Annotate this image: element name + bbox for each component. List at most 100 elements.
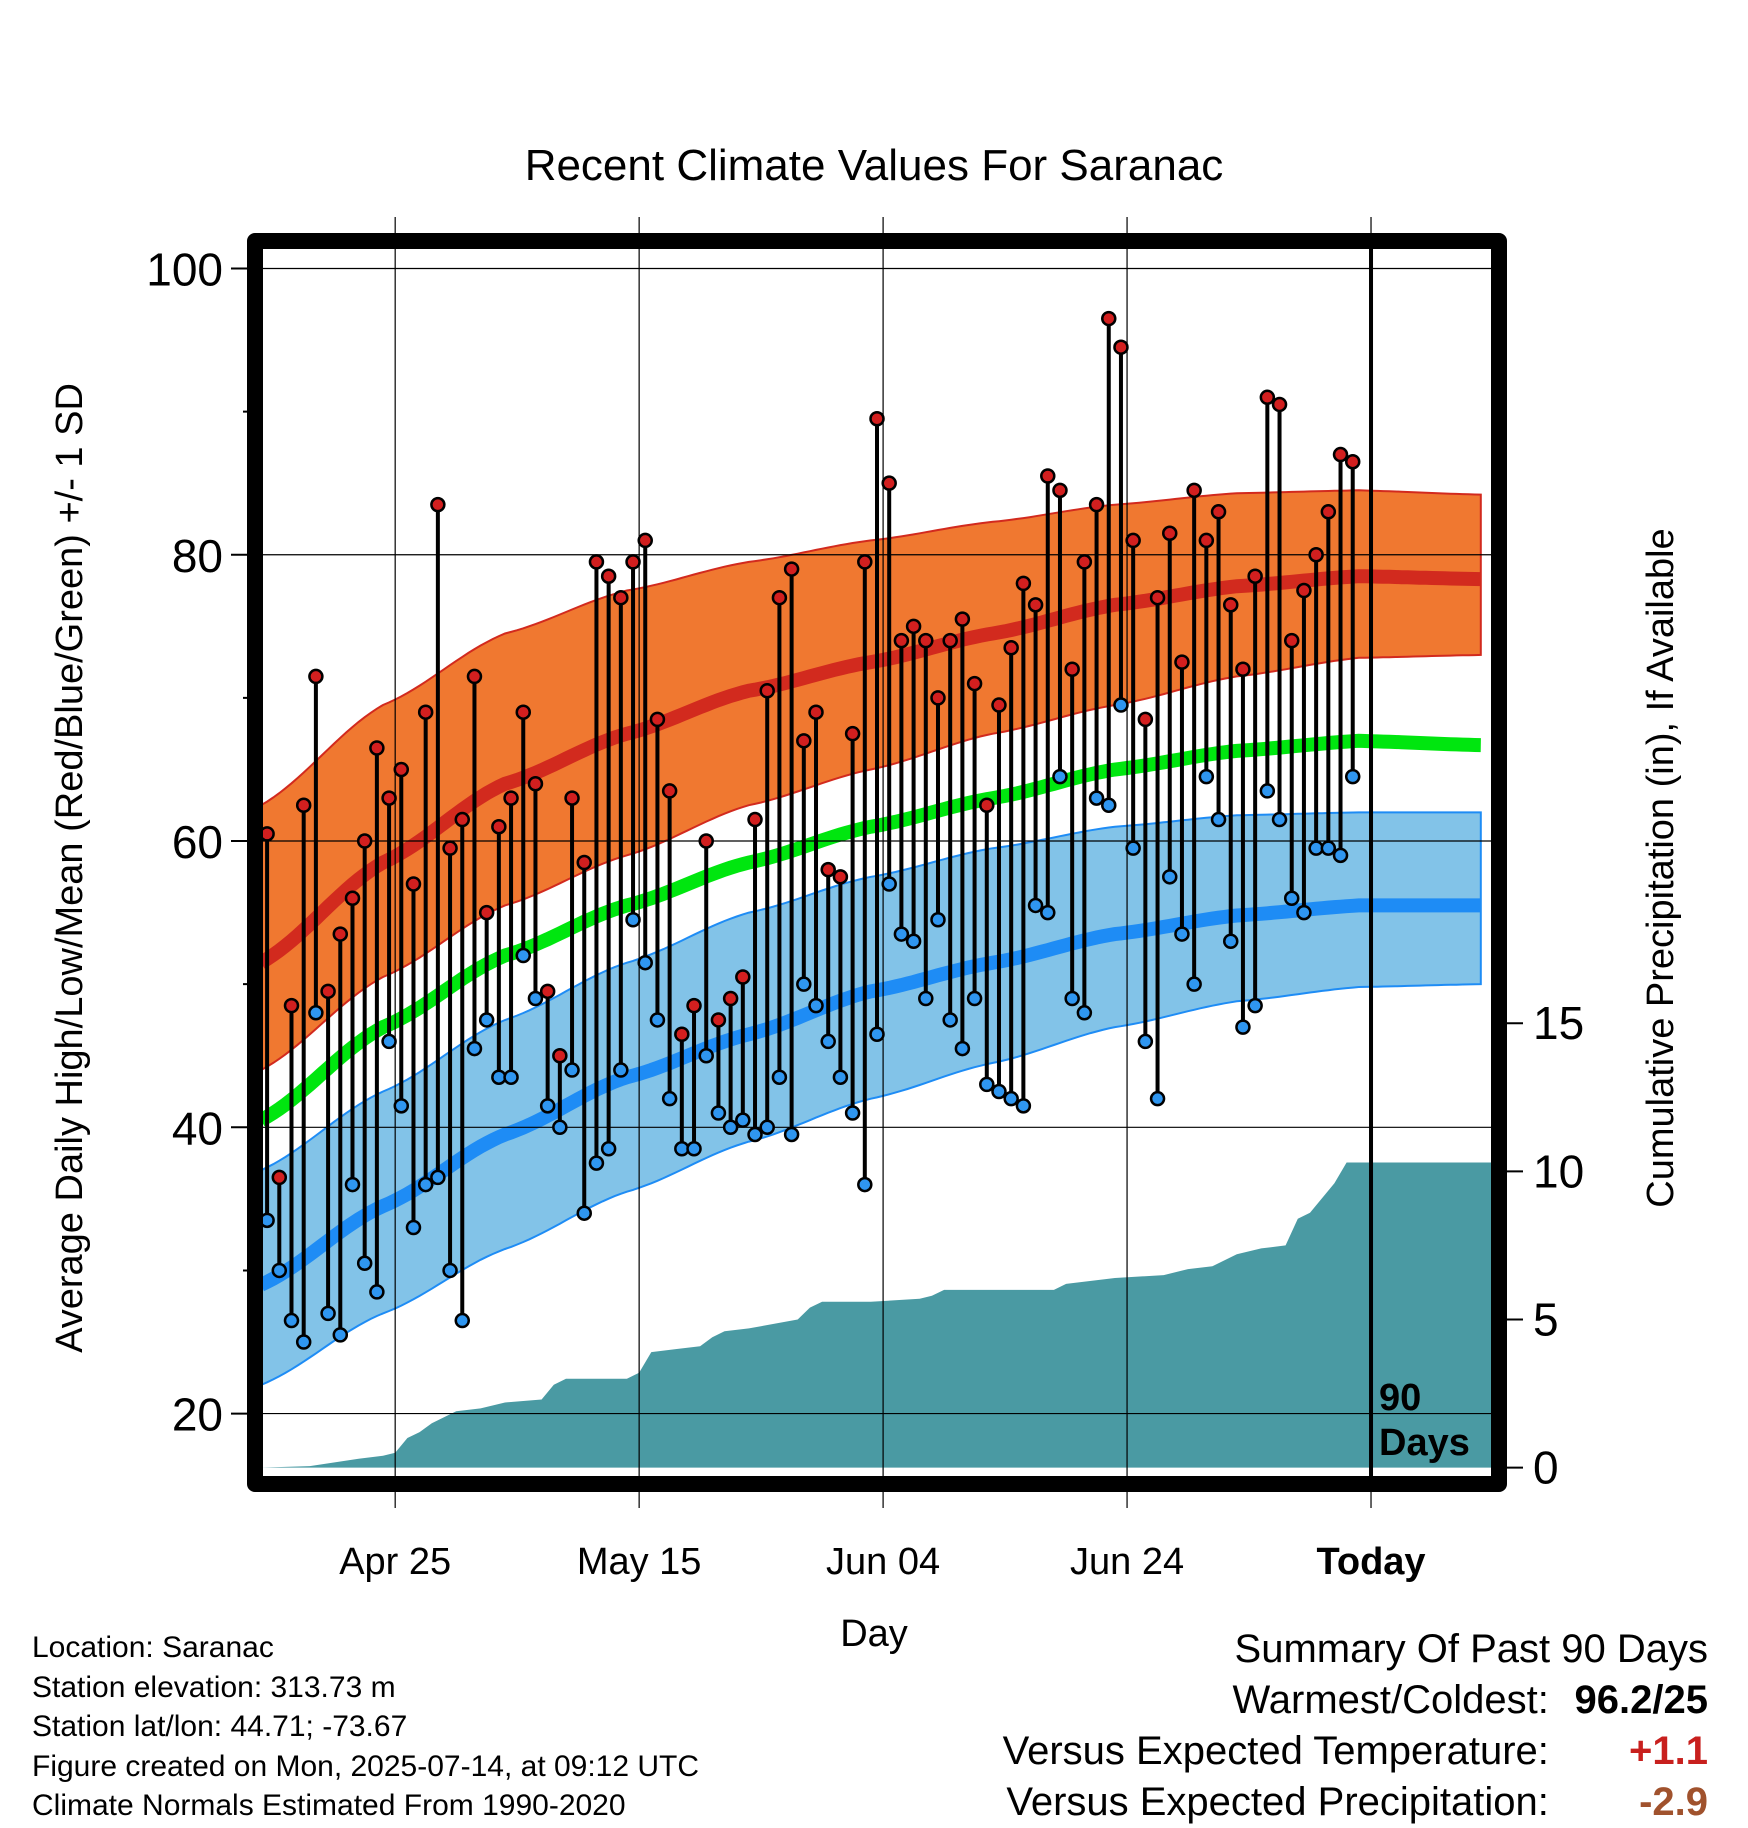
daily-high-point [1320, 504, 1337, 520]
daily-low-point [356, 1255, 373, 1272]
daily-high-point [442, 840, 458, 856]
daily-low-point [417, 1176, 434, 1193]
daily-high-point [991, 697, 1007, 713]
daily-low-point [796, 976, 812, 992]
temp-departure-row: Versus Expected Temperature: +1.1 [1003, 1726, 1708, 1777]
daily-low-point [369, 1284, 385, 1300]
daily-low-point [991, 1083, 1007, 1100]
daily-low-point [503, 1069, 519, 1085]
daily-low-point [820, 1033, 836, 1050]
daily-low-point [320, 1305, 336, 1322]
daily-low-point [954, 1040, 971, 1057]
daily-low-point [1174, 926, 1190, 942]
daily-high-point [369, 740, 385, 756]
daily-low-point [649, 1012, 666, 1028]
daily-low-point [271, 1262, 288, 1279]
daily-low-point [625, 912, 641, 928]
daily-high-point [808, 704, 824, 720]
daily-low-point [442, 1262, 458, 1279]
daily-high-point [552, 1047, 568, 1064]
daily-low-point [1125, 840, 1141, 856]
daily-low-point [613, 1062, 629, 1078]
daily-low-point [918, 990, 934, 1007]
daily-low-point [1052, 768, 1068, 785]
daily-high-point [954, 611, 971, 627]
daily-high-point [1296, 582, 1312, 599]
y2-tick-label: 15 [1533, 997, 1584, 1049]
y-tick-label: 100 [146, 243, 223, 295]
daily-low-point [1015, 1098, 1032, 1114]
daily-high-point [832, 869, 849, 885]
daily-low-point [857, 1176, 873, 1193]
plot-frame [247, 233, 1507, 1492]
daily-high-point [735, 969, 751, 985]
daily-low-point [1027, 897, 1044, 914]
daily-high-point [869, 411, 885, 427]
normals-text: Climate Normals Estimated From 1990-2020 [32, 1789, 626, 1822]
daily-low-point [283, 1312, 300, 1329]
y-tick-label: 80 [172, 530, 223, 582]
daily-low-point [1137, 1033, 1154, 1050]
daily-high-point [1308, 547, 1324, 563]
x-tick-label: Today [1316, 1541, 1425, 1583]
y2-tick-label: 0 [1533, 1442, 1559, 1494]
daily-high-point [1052, 482, 1068, 499]
daily-high-point [710, 1012, 727, 1028]
daily-low-point [1247, 997, 1263, 1014]
daily-low-point [735, 1112, 751, 1128]
daily-low-point [966, 990, 983, 1007]
location-text: Location: Saranac [32, 1631, 274, 1664]
daily-low-point [905, 933, 922, 949]
daily-low-point [430, 1169, 446, 1186]
daily-low-point [1259, 783, 1276, 799]
y-tick-label: 20 [172, 1389, 223, 1441]
daily-high-point [722, 990, 739, 1007]
chart-title: Recent Climate Values For Saranac [525, 141, 1224, 190]
daily-high-point [491, 818, 507, 835]
daily-high-point [478, 904, 495, 921]
warmest-coldest-label: Warmest/Coldest: [1232, 1678, 1549, 1722]
daily-low-point [1186, 976, 1202, 992]
daily-low-point [576, 1205, 592, 1221]
daily-low-point [783, 1126, 800, 1143]
plot-area: 20 40 60 80 100 0 5 10 15 Apr 25 May 15 Jun 04 Jun 2… [146, 217, 1584, 1583]
daily-high-point [796, 733, 812, 749]
daily-high-point [1064, 661, 1080, 678]
daily-low-point [564, 1062, 580, 1078]
daily-low-point [844, 1105, 861, 1121]
y2-tick-label: 5 [1533, 1293, 1559, 1345]
daily-low-point [405, 1219, 422, 1236]
daily-high-point [515, 704, 532, 720]
daily-high-point [979, 797, 995, 813]
daily-high-point [625, 554, 641, 570]
daily-high-point [1283, 632, 1300, 649]
daily-high-point [503, 790, 519, 806]
daily-high-point [881, 475, 897, 491]
daily-high-point [576, 854, 592, 871]
daily-low-point [1235, 1019, 1251, 1035]
normal-high-line [257, 569, 1481, 969]
y2-axis-label: Cumulative Precipitation (in), If Availa… [1640, 528, 1682, 1207]
daily-high-point [1137, 711, 1154, 728]
daily-high-point [344, 890, 361, 907]
daily-high-point [759, 682, 775, 699]
daily-high-point [771, 589, 788, 606]
precip-departure-label: Versus Expected Precipitation: [1006, 1780, 1549, 1824]
daily-low-point [393, 1098, 410, 1114]
daily-high-point [430, 496, 446, 513]
daily-low-point [832, 1069, 849, 1085]
daily-low-point [1210, 811, 1227, 828]
daily-low-point [637, 954, 653, 971]
daily-low-point [381, 1033, 397, 1050]
daily-low-point [332, 1327, 349, 1343]
daily-high-point [1344, 453, 1361, 470]
latlon-text: Station lat/lon: 44.71; -73.67 [32, 1710, 408, 1743]
daily-high-point [332, 926, 349, 942]
daily-low-point [942, 1012, 958, 1028]
daily-high-point [381, 790, 397, 806]
daily-low-point [1320, 840, 1337, 856]
daily-high-point [393, 761, 410, 778]
daily-low-point [661, 1090, 678, 1107]
daily-high-point [1149, 589, 1166, 606]
